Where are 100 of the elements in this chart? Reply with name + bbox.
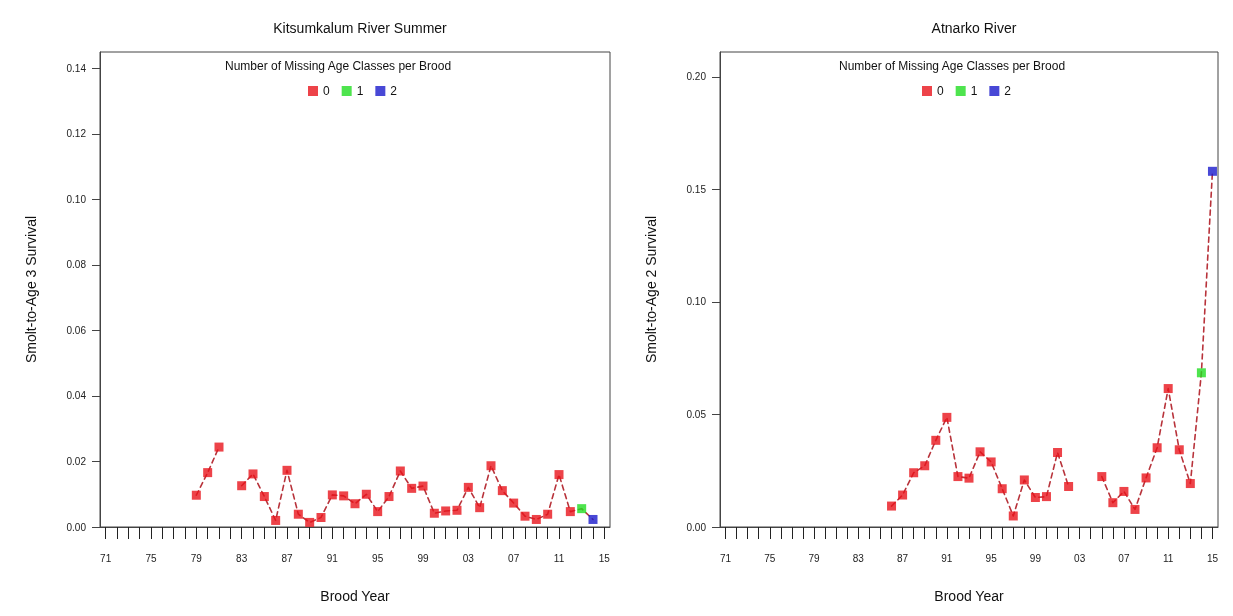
point <box>920 461 930 471</box>
x-axis-title: Brood Year <box>320 588 390 604</box>
x-tick-label: 75 <box>145 552 157 564</box>
y-tick-label: 0.00 <box>66 521 87 533</box>
point <box>909 468 919 478</box>
point <box>361 489 371 499</box>
x-tick-label: 91 <box>326 552 339 564</box>
legend-label: 1 <box>970 84 978 98</box>
point <box>554 470 564 480</box>
x-tick-label: 03 <box>462 552 475 564</box>
point <box>942 412 952 422</box>
point <box>543 509 553 519</box>
y-tick-label: 0.12 <box>66 128 87 140</box>
x-tick-label: 15 <box>598 552 611 564</box>
point <box>293 509 303 519</box>
point <box>350 499 360 509</box>
x-tick-label: 99 <box>417 552 429 564</box>
y-tick-label: 0.20 <box>686 71 707 83</box>
point <box>452 505 462 515</box>
point <box>271 515 281 525</box>
point <box>463 482 473 492</box>
x-tick-label: 95 <box>985 552 998 564</box>
y-tick-label: 0.10 <box>66 193 87 205</box>
y-tick-label: 0.00 <box>686 521 707 533</box>
x-tick-label: 11 <box>1163 552 1174 564</box>
x-tick-label: 79 <box>190 552 203 564</box>
point <box>1185 479 1195 489</box>
x-tick-label: 95 <box>372 552 384 564</box>
point <box>1041 492 1051 502</box>
point <box>214 442 224 452</box>
point <box>1097 472 1107 482</box>
point <box>1064 481 1074 491</box>
y-tick-label: 0.04 <box>66 390 87 402</box>
x-tick-label: 07 <box>508 552 520 564</box>
point <box>203 468 213 478</box>
point <box>997 484 1007 494</box>
point <box>407 483 417 493</box>
legend-label: 1 <box>356 84 364 98</box>
x-tick-label: 87 <box>281 552 293 564</box>
point <box>975 447 985 457</box>
chart-title: Kitsumkalum River Summer <box>273 20 448 36</box>
chart-title: Atnarko River <box>931 20 1017 36</box>
y-tick-label: 0.14 <box>66 62 87 74</box>
point <box>1108 498 1118 508</box>
x-tick-label: 03 <box>1074 552 1086 564</box>
point <box>486 461 496 471</box>
point <box>1174 445 1184 455</box>
point <box>497 486 507 496</box>
y-tick-label: 0.10 <box>686 296 707 308</box>
point <box>395 466 405 476</box>
point <box>1152 443 1162 453</box>
point <box>1163 384 1173 394</box>
point <box>248 469 258 479</box>
point <box>1030 493 1040 503</box>
point <box>953 472 963 482</box>
point <box>565 507 575 517</box>
point <box>1130 504 1140 514</box>
point <box>964 473 974 483</box>
point <box>931 435 941 445</box>
point <box>1207 166 1217 176</box>
x-tick-label: 79 <box>808 552 821 564</box>
point <box>887 501 897 511</box>
x-tick-label: 99 <box>1029 552 1042 564</box>
point <box>327 490 337 500</box>
point <box>441 506 451 516</box>
legend-label: 2 <box>390 84 398 98</box>
point <box>282 465 292 475</box>
point <box>509 498 519 508</box>
y-tick-label: 0.05 <box>686 408 707 420</box>
point <box>475 503 485 513</box>
point <box>1119 486 1129 496</box>
point <box>259 492 269 502</box>
point <box>373 507 383 517</box>
point <box>384 492 394 502</box>
point <box>316 513 326 522</box>
point <box>1019 475 1029 485</box>
point <box>1053 447 1063 457</box>
y-tick-label: 0.15 <box>686 183 707 195</box>
point <box>418 481 428 491</box>
y-tick-label: 0.02 <box>66 455 87 467</box>
x-tick-label: 87 <box>897 552 909 564</box>
legend-label: 0 <box>937 84 944 98</box>
point <box>305 517 315 527</box>
y-axis-title: Smolt-to-Age 3 Survival <box>23 215 39 364</box>
point <box>1196 368 1206 378</box>
x-axis-title: Brood Year <box>934 588 1004 604</box>
point <box>588 514 598 524</box>
legend-title: Number of Missing Age Classes per Brood <box>839 59 1066 73</box>
x-tick-label: 15 <box>1206 552 1219 564</box>
point <box>429 508 439 518</box>
point <box>520 511 530 521</box>
point <box>531 514 541 524</box>
point <box>898 490 908 500</box>
point <box>986 457 996 467</box>
y-axis-title: Smolt-to-Age 2 Survival <box>643 215 659 364</box>
x-tick-label: 71 <box>100 552 112 564</box>
point <box>577 504 587 514</box>
x-tick-label: 83 <box>852 552 865 564</box>
y-tick-label: 0.06 <box>66 324 87 336</box>
x-tick-label: 71 <box>719 552 732 564</box>
